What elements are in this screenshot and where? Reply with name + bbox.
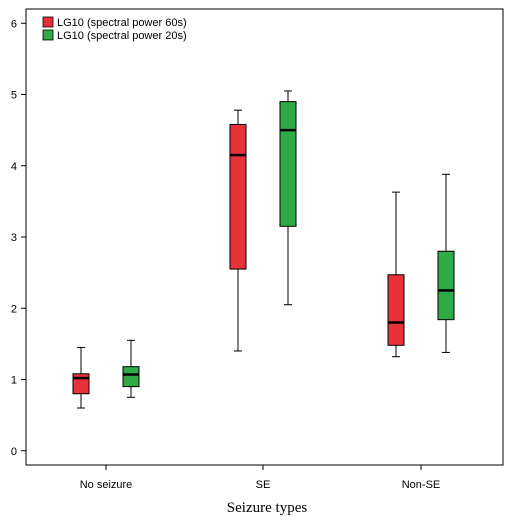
y-tick-label: 6	[11, 18, 17, 30]
box-series-60s-1	[229, 109, 247, 352]
box-series-60s-0	[72, 346, 90, 409]
legend-swatch	[42, 16, 54, 28]
box-iqr	[279, 101, 297, 227]
legend-label: LG10 (spectral power 20s)	[57, 30, 187, 42]
x-tick-label: Non-SE	[402, 479, 441, 491]
box-iqr	[387, 274, 405, 346]
x-axis-title: Seizure types	[227, 500, 308, 516]
y-tick-label: 1	[11, 375, 17, 387]
y-tick-label: 0	[11, 446, 17, 458]
legend-swatch	[42, 29, 54, 41]
box-series-20s-1	[279, 90, 297, 306]
box-iqr	[122, 366, 140, 388]
box-series-20s-0	[122, 339, 140, 398]
x-tick-label: No seizure	[80, 479, 133, 491]
y-axis: 0 1 2 3 4 5 6	[11, 18, 26, 458]
y-tick-label: 5	[11, 90, 17, 102]
legend-label: LG10 (spectral power 60s)	[57, 17, 187, 29]
x-tick-label: SE	[256, 479, 271, 491]
x-axis: No seizure SE Non-SE	[80, 465, 441, 491]
box-iqr	[72, 373, 90, 395]
plot-area	[25, 8, 504, 466]
y-tick-label: 2	[11, 303, 17, 315]
y-tick-label: 4	[11, 161, 17, 173]
box-iqr	[437, 250, 455, 321]
box-iqr	[229, 123, 247, 270]
y-tick-label: 3	[11, 232, 17, 244]
box-series-60s-2	[387, 191, 405, 358]
legend: LG10 (spectral power 60s)LG10 (spectral …	[42, 16, 187, 42]
plot-frame	[25, 8, 504, 466]
box-series-20s-2	[437, 173, 455, 353]
